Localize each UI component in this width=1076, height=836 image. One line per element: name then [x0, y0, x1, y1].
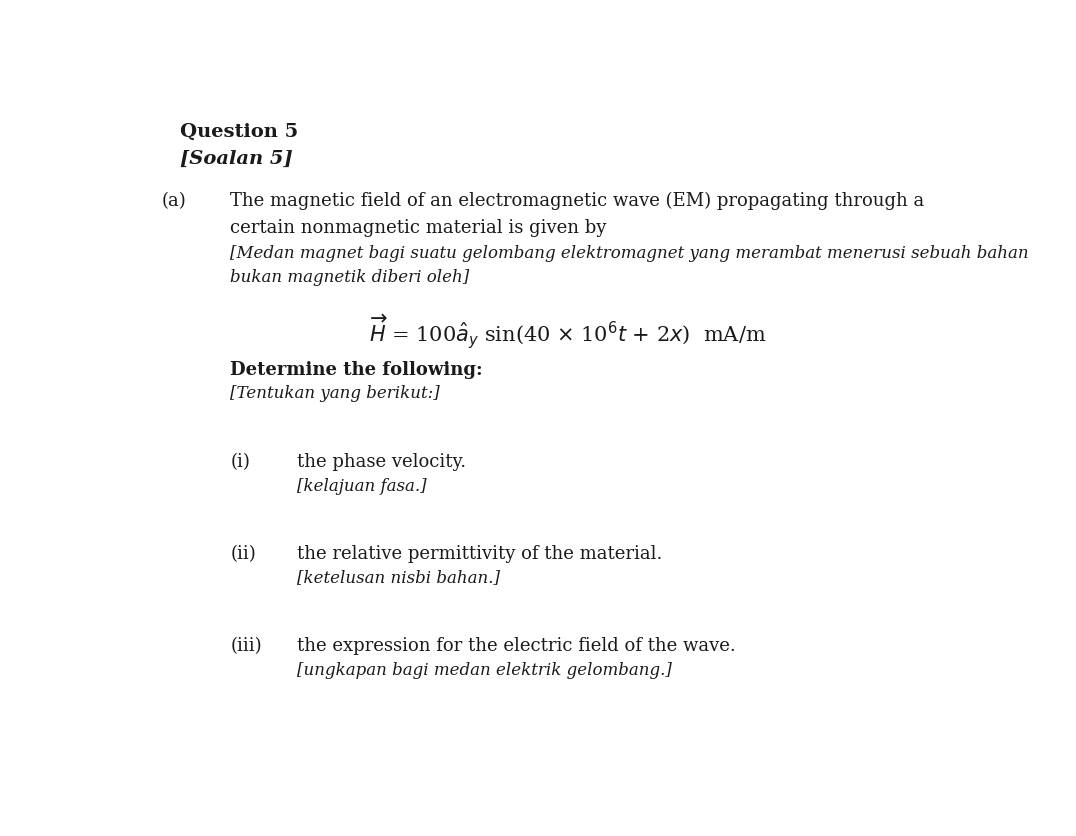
- Text: $\overrightarrow{H}$ = 100$\hat{a}_y$ sin(40 $\times$ 10$^6$$t$ + 2$x$)  mA/m: $\overrightarrow{H}$ = 100$\hat{a}_y$ si…: [369, 313, 767, 351]
- Text: (iii): (iii): [230, 637, 263, 655]
- Text: (a): (a): [161, 191, 186, 210]
- Text: Determine the following:: Determine the following:: [230, 361, 483, 379]
- Text: certain nonmagnetic material is given by: certain nonmagnetic material is given by: [230, 219, 607, 237]
- Text: the phase velocity.: the phase velocity.: [297, 453, 466, 471]
- Text: [Medan magnet bagi suatu gelombang elektromagnet yang merambat menerusi sebuah b: [Medan magnet bagi suatu gelombang elekt…: [230, 244, 1029, 262]
- Text: The magnetic field of an electromagnetic wave (EM) propagating through a: The magnetic field of an electromagnetic…: [230, 191, 924, 210]
- Text: (i): (i): [230, 453, 251, 471]
- Text: [kelajuan fasa.]: [kelajuan fasa.]: [297, 477, 427, 495]
- Text: [Tentukan yang berikut:]: [Tentukan yang berikut:]: [230, 385, 440, 402]
- Text: [ketelusan nisbi bahan.]: [ketelusan nisbi bahan.]: [297, 569, 500, 587]
- Text: the expression for the electric field of the wave.: the expression for the electric field of…: [297, 637, 736, 655]
- Text: [ungkapan bagi medan elektrik gelombang.]: [ungkapan bagi medan elektrik gelombang.…: [297, 661, 672, 679]
- Text: Question 5: Question 5: [181, 123, 299, 140]
- Text: (ii): (ii): [230, 545, 256, 563]
- Text: the relative permittivity of the material.: the relative permittivity of the materia…: [297, 545, 663, 563]
- Text: [Soalan 5]: [Soalan 5]: [181, 150, 293, 168]
- Text: bukan magnetik diberi oleh]: bukan magnetik diberi oleh]: [230, 269, 469, 286]
